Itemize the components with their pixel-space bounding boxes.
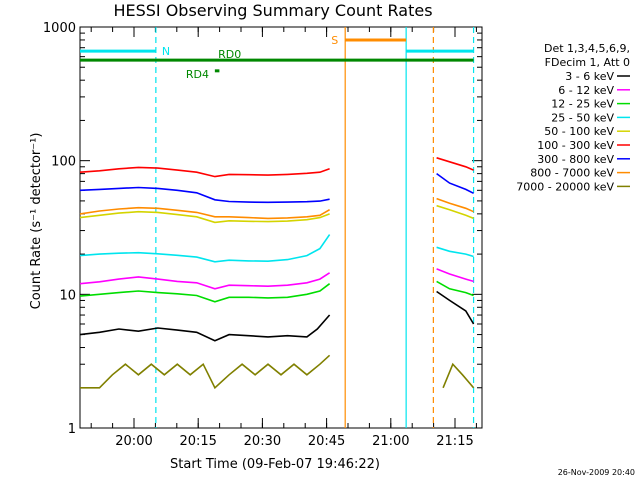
legend-label-2: 12 - 25 keV <box>551 98 614 111</box>
x-tick-label: 21:00 <box>372 434 409 449</box>
series-line-5 <box>79 157 474 178</box>
y-axis-label: Count Rate (s⁻¹ detector⁻¹) <box>29 133 44 310</box>
y-tick-label: 1 <box>68 422 76 437</box>
series-line-7 <box>79 197 474 220</box>
legend-label-0: 3 - 6 keV <box>565 70 614 83</box>
x-axis-label: Start Time (09-Feb-07 19:46:22) <box>170 457 380 472</box>
x-tick-label: 20:00 <box>115 434 152 449</box>
y-tick-label: 1000 <box>43 21 76 36</box>
axes-frame <box>79 26 483 429</box>
flag-label-rd4: RD4 <box>186 68 209 81</box>
footer-timestamp: 26-Nov-2009 20:40 <box>558 468 635 477</box>
series-line-4 <box>79 204 474 224</box>
legend-header-line-1: Det 1,3,4,5,6,9, <box>544 42 630 55</box>
legend-header-line-2: FDecim 1, Att 0 <box>545 56 630 69</box>
flag-label-rd0: RD0 <box>218 48 241 61</box>
series-line-3 <box>79 234 474 263</box>
chart-title: HESSI Observing Summary Count Rates <box>113 1 432 20</box>
legend-label-8: 7000 - 20000 keV <box>516 180 614 193</box>
legend-label-4: 50 - 100 keV <box>544 125 614 138</box>
series-line-8 <box>80 354 475 390</box>
x-tick-label: 20:15 <box>179 434 216 449</box>
plot-area: 1 10 100 1000 20:00 20:15 20:30 20:45 21:00 21:15… <box>43 21 483 449</box>
series-line-0 <box>79 290 475 342</box>
x-tick-label: 20:30 <box>244 434 281 449</box>
legend-label-6: 300 - 800 keV <box>537 153 614 166</box>
x-tick-label: 21:15 <box>436 434 473 449</box>
legend-label-3: 25 - 50 keV <box>551 111 614 124</box>
series-line-2 <box>79 280 474 303</box>
x-tick-label: 20:45 <box>308 434 345 449</box>
y-tick-label: 100 <box>51 155 76 170</box>
y-tick-label: 10 <box>59 288 76 303</box>
legend-label-1: 6 - 12 keV <box>558 84 614 97</box>
legend-label-5: 100 - 300 keV <box>537 139 614 152</box>
legend-label-7: 800 - 7000 keV <box>530 167 614 180</box>
series-line-1 <box>79 268 474 290</box>
flag-label-s: S <box>331 34 338 47</box>
flag-label-n: N <box>162 45 170 58</box>
series-line-6 <box>79 172 474 204</box>
legend: Det 1,3,4,5,6,9, FDecim 1, Att 0 3 - 6 k… <box>516 42 630 193</box>
